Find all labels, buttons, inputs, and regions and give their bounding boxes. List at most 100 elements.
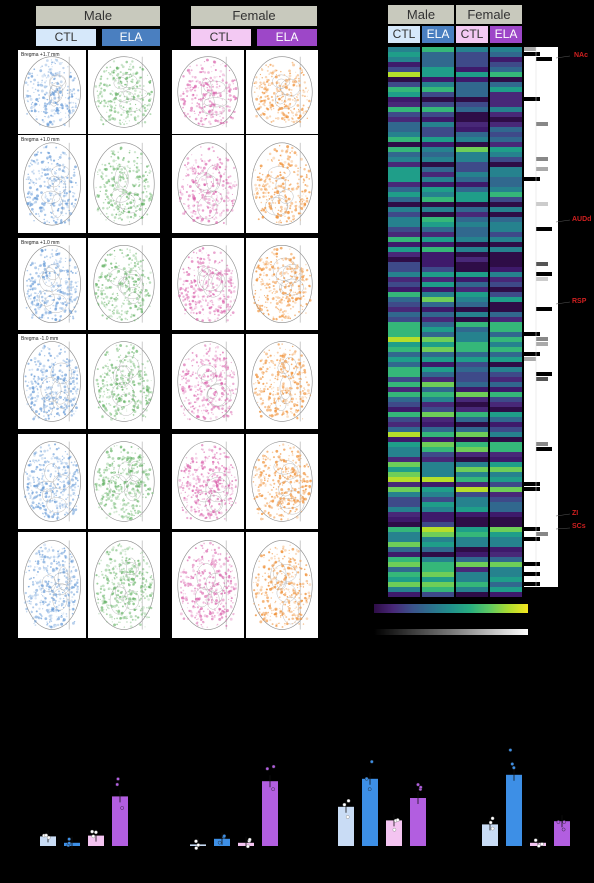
heatmap-cell [490, 232, 522, 237]
heatmap-cell [490, 242, 522, 247]
heatmap-cell [490, 67, 522, 72]
heatmap-cell [388, 472, 420, 477]
heatmap-cell [422, 417, 454, 422]
brain-section-drawing [23, 56, 81, 128]
heatmap-cell [456, 497, 488, 502]
heatmap-cell [490, 187, 522, 192]
region-label-audd: AUDd [572, 216, 592, 223]
heatmap-cell [422, 277, 454, 282]
heatmap-cell [422, 72, 454, 77]
heatmap-cell [456, 267, 488, 272]
strip-cell [524, 487, 540, 491]
heatmap-cell [388, 562, 420, 567]
brain-section-drawing [93, 441, 155, 522]
heatmap-cell [388, 437, 420, 442]
heatmap-cell [388, 162, 420, 167]
heatmap-cell [388, 152, 420, 157]
heatmap-cell [490, 427, 522, 432]
data-point [512, 765, 516, 770]
heatmap-cell [456, 277, 488, 282]
region-label-zi: ZI [572, 510, 579, 517]
heatmap-cell [490, 562, 522, 567]
data-point [540, 842, 544, 846]
heatmap-cell [490, 167, 522, 172]
bar [386, 820, 402, 846]
heatmap-cell [490, 342, 522, 347]
heatmap-cell [388, 67, 420, 72]
heatmap-cell [422, 172, 454, 177]
heatmap-cell [456, 472, 488, 477]
heatmap-cell [456, 232, 488, 237]
heatmap-cell [456, 367, 488, 372]
heatmap-cell [456, 347, 488, 352]
heatmap-cell [388, 582, 420, 587]
heatmap-cell [388, 442, 420, 447]
male-header-left: Male [36, 6, 160, 26]
atlas-panel [172, 50, 244, 134]
heatmap-cell [456, 92, 488, 97]
heatmap-cell [422, 527, 454, 532]
heatmap-cell [456, 72, 488, 77]
heatmap-cell [388, 382, 420, 387]
heatmap-cell [388, 522, 420, 527]
heatmap-cell [456, 507, 488, 512]
bar [112, 796, 128, 846]
atlas-panel [246, 334, 318, 429]
heatmap-cell [422, 272, 454, 277]
heatmap-cell [422, 167, 454, 172]
heatmap-cell [490, 397, 522, 402]
heatmap-cell [422, 492, 454, 497]
heatmap-cell [490, 302, 522, 307]
brain-section-drawing [93, 142, 155, 226]
atlas-panel [88, 238, 160, 330]
heatmap-cell [422, 397, 454, 402]
heatmap-cell [388, 342, 420, 347]
heatmap-cell [456, 47, 488, 52]
strip-background [524, 47, 558, 587]
heatmap-cell [422, 77, 454, 82]
heatmap-cell [422, 312, 454, 317]
heatmap-cell [456, 372, 488, 377]
heatmap-cell [388, 247, 420, 252]
heatmap-cell [388, 112, 420, 117]
heatmap-cell [422, 192, 454, 197]
atlas-panel [172, 532, 244, 638]
brain-section-drawing [23, 142, 81, 226]
heatmap-cell [422, 392, 454, 397]
heatmap-cell [388, 587, 420, 592]
heatmap-cell [388, 387, 420, 392]
heatmap-cell [456, 192, 488, 197]
heatmap-cell [422, 582, 454, 587]
heatmap-cell [422, 347, 454, 352]
heatmap-cell [422, 227, 454, 232]
heatmap-cell [490, 327, 522, 332]
heatmap-cell [490, 357, 522, 362]
strip-cell [536, 227, 552, 231]
heatmap-cell [456, 137, 488, 142]
brain-section-drawing [23, 245, 81, 323]
chip-female-ctl: CTL [191, 29, 251, 46]
heatmap-cell [388, 172, 420, 177]
heatmap-cell [388, 97, 420, 102]
heatmap-cell [456, 202, 488, 207]
heatmap-cell [388, 267, 420, 272]
heatmap-cell [422, 552, 454, 557]
heatmap-cell [388, 182, 420, 187]
heatmap-cell [388, 122, 420, 127]
data-point [561, 827, 566, 832]
heatmap-cell [422, 572, 454, 577]
chip-heat-female-ela: ELA [490, 26, 522, 43]
heatmap-cell [490, 542, 522, 547]
heatmap-cell [456, 572, 488, 577]
heatmap-cell [422, 82, 454, 87]
heatmap-cell [388, 512, 420, 517]
bregma-label: Bregma +1.0 mm [21, 240, 60, 246]
heatmap-cell [456, 127, 488, 132]
strip-cell [524, 357, 536, 361]
heatmap-cell [422, 502, 454, 507]
heatmap-cell [490, 277, 522, 282]
brain-section-drawing [251, 142, 313, 226]
data-point [556, 820, 561, 824]
heatmap-cell [456, 77, 488, 82]
strip-cell [536, 337, 548, 341]
